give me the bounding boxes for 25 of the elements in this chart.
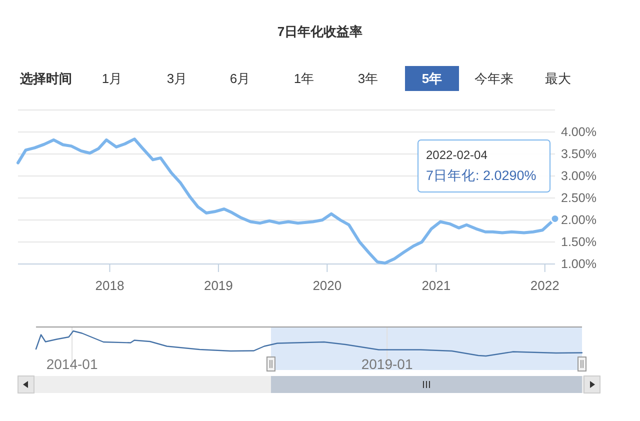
text: 6月 <box>230 71 250 86</box>
text: 今年来 <box>474 71 514 86</box>
y-tick-label: 3.50% <box>561 147 596 161</box>
y-tick-label: 2.00% <box>561 213 596 227</box>
x-tick-label: 2018 <box>95 278 124 293</box>
x-tick-label: 2021 <box>422 278 451 293</box>
x-tick-label: 2019-01 <box>361 356 413 372</box>
text: 3年 <box>358 71 378 86</box>
text: 1年 <box>294 71 314 86</box>
x-tick-label: 2022 <box>530 278 560 293</box>
text: 3月 <box>166 71 188 86</box>
y-tick-label: 4.00% <box>561 125 596 139</box>
y-tick-label: 3.00% <box>561 169 596 183</box>
x-tick-label: 2020 <box>312 278 342 293</box>
text: 最大 <box>545 71 571 86</box>
y-tick-label: 1.50% <box>561 235 596 249</box>
y-tick-label: 1.00% <box>561 257 596 271</box>
chart-title: 7日年化收益率 <box>277 24 363 39</box>
x-tick-label: 2014-01 <box>46 356 98 372</box>
annotation: 2022-02-04 7日年化: 2.0290% <box>426 148 536 183</box>
text: 1月 <box>102 71 122 86</box>
y-tick-label: 2.50% <box>561 191 596 205</box>
x-tick-label: 2019 <box>204 278 233 293</box>
text: 选择时间 <box>19 71 72 86</box>
text: 5年 <box>422 71 442 86</box>
